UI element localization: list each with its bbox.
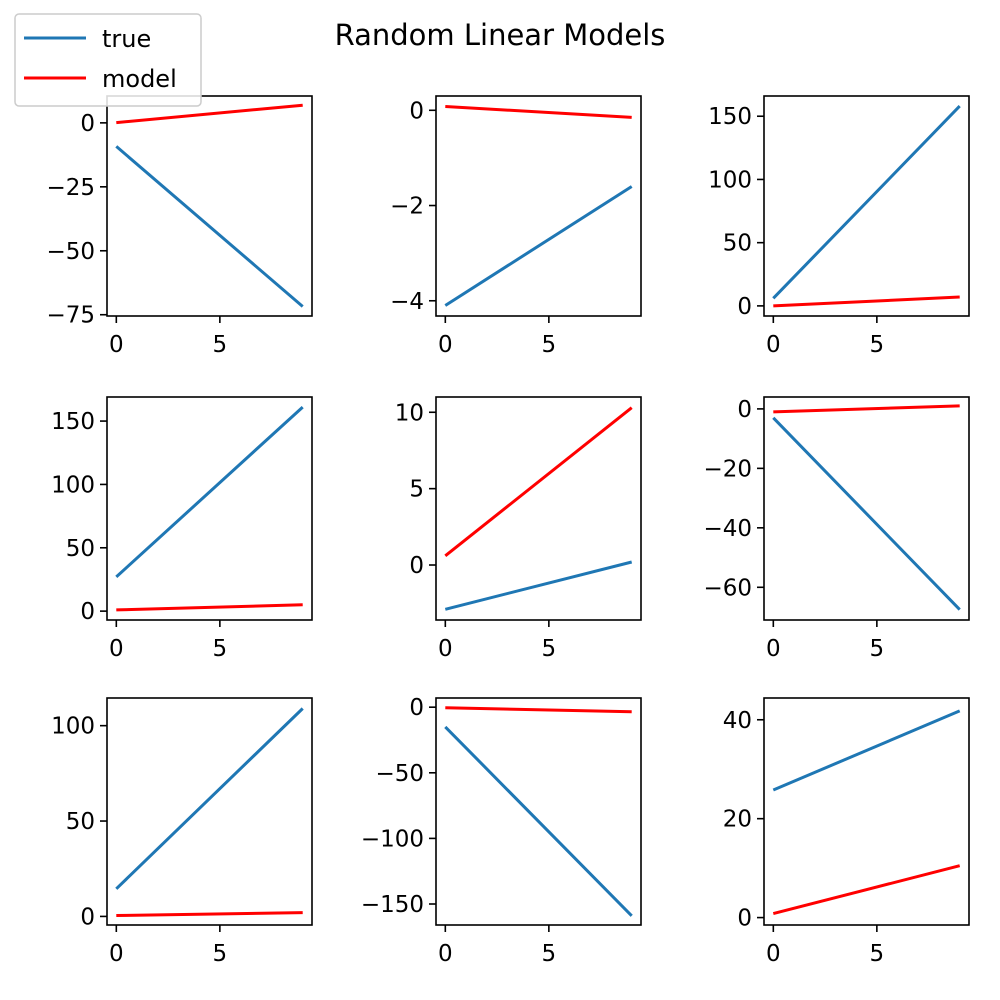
x-tick-label: 0 [766, 941, 781, 967]
series-line-model [445, 706, 632, 714]
series-line-true [772, 105, 961, 300]
y-tick-label: −20 [703, 456, 752, 482]
y-tick-label: −50 [375, 761, 424, 787]
y-tick-label: −40 [703, 516, 752, 542]
y-tick-label: 50 [66, 536, 95, 562]
axes-frame [106, 697, 313, 926]
x-tick-label: 0 [109, 636, 124, 662]
y-tick-label: 0 [80, 904, 95, 930]
x-tick-label: 5 [870, 332, 885, 358]
y-tick-label: 0 [409, 695, 424, 721]
axes-frame [106, 396, 313, 621]
x-tick-label: 0 [766, 636, 781, 662]
y-tick-label: −25 [46, 175, 95, 201]
series-line-model [772, 864, 961, 916]
series-line-true [115, 145, 304, 308]
subplot-2-1: 0 50 100 150 0 5 [51, 396, 313, 662]
x-tick-label: 5 [542, 636, 557, 662]
y-tick-label: −60 [703, 575, 752, 601]
y-tick-label: −2 [390, 194, 424, 220]
x-tick-label: 0 [438, 941, 453, 967]
subplot-1-1: 0 −25 −50 −75 0 5 [46, 95, 313, 358]
x-tick-label: 0 [438, 636, 453, 662]
y-tick-label: 0 [409, 553, 424, 579]
y-tick-label: 150 [51, 409, 95, 435]
y-tick-label: −150 [361, 892, 424, 918]
series-line-true [444, 185, 633, 307]
axes-frame [435, 697, 642, 926]
series-line-true [772, 709, 961, 792]
y-tick-label: −4 [390, 289, 424, 315]
series-line-model [444, 406, 633, 557]
series-line-true [115, 405, 304, 579]
subplot-3-3: 0 20 40 0 5 [723, 697, 970, 967]
x-tick-label: 5 [213, 941, 228, 967]
subplot-2-2: 0 5 10 0 5 [395, 396, 642, 662]
series-line-true [444, 725, 633, 917]
y-tick-label: 0 [737, 397, 752, 423]
subplot-3-1: 0 50 100 0 5 [51, 697, 313, 967]
series-line-model [116, 911, 303, 917]
y-tick-label: 100 [51, 472, 95, 498]
series-line-model [116, 103, 303, 125]
series-line-model [773, 295, 960, 308]
series-line-model [445, 105, 632, 119]
x-tick-label: 5 [870, 636, 885, 662]
y-tick-label: −50 [46, 239, 95, 265]
y-tick-label: 5 [409, 477, 424, 503]
x-tick-label: 5 [213, 332, 228, 358]
legend: true model [14, 13, 202, 107]
y-tick-label: 0 [80, 111, 95, 137]
x-tick-label: 0 [438, 332, 453, 358]
series-line-true [444, 560, 633, 611]
series-line-model [773, 404, 960, 414]
axes-frame [763, 396, 970, 621]
x-tick-label: 5 [542, 332, 557, 358]
y-tick-label: 100 [51, 714, 95, 740]
subplot-2-3: 0 −20 −40 −60 0 5 [703, 396, 970, 662]
subplot-3-2: 0 −50 −100 −150 0 5 [361, 695, 642, 967]
axes-frame [763, 697, 970, 926]
y-tick-label: −100 [361, 826, 424, 852]
x-tick-label: 5 [542, 941, 557, 967]
y-tick-label: 20 [723, 807, 752, 833]
y-tick-label: 0 [737, 906, 752, 932]
x-tick-label: 0 [109, 941, 124, 967]
y-tick-label: 50 [66, 809, 95, 835]
axes-frame [435, 95, 642, 317]
figure-title: Random Linear Models [335, 18, 666, 52]
x-tick-label: 5 [870, 941, 885, 967]
legend-label-true: true [102, 25, 151, 53]
subplot-1-2: 0 −2 −4 0 5 [390, 95, 642, 358]
x-tick-label: 5 [213, 636, 228, 662]
legend-label-model: model [102, 65, 177, 93]
series-line-model [116, 603, 303, 612]
series-line-true [772, 416, 961, 611]
y-tick-label: 0 [80, 599, 95, 625]
y-tick-label: 0 [409, 98, 424, 124]
y-tick-label: −75 [46, 303, 95, 329]
subplot-1-3: 0 50 100 150 0 5 [708, 95, 970, 358]
y-tick-label: 40 [723, 708, 752, 734]
y-tick-label: 100 [708, 167, 752, 193]
axes-frame [763, 95, 970, 317]
y-tick-label: 0 [737, 294, 752, 320]
y-tick-label: 50 [723, 231, 752, 257]
axes-frame [435, 396, 642, 621]
y-tick-label: 150 [708, 104, 752, 130]
axes-frame [106, 95, 313, 317]
x-tick-label: 0 [766, 332, 781, 358]
series-line-true [115, 707, 304, 890]
y-tick-label: 10 [395, 400, 424, 426]
x-tick-label: 0 [109, 332, 124, 358]
